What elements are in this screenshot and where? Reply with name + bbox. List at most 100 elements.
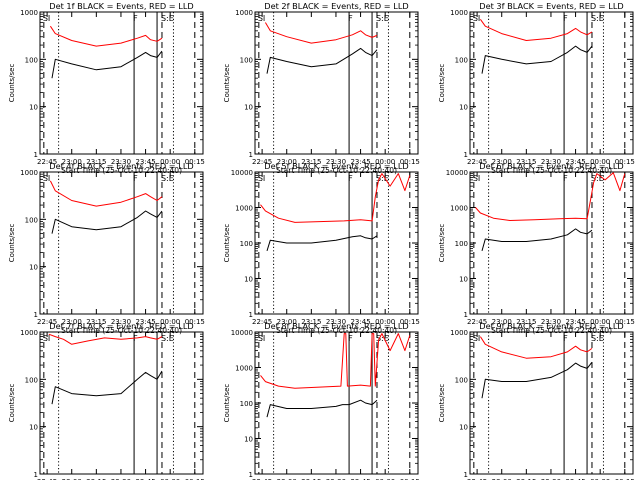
chart-4-xlabel: Start Time (25-Oct-10 22:40:40) [61, 326, 182, 335]
chart-4-xtick-label: 23:30 [111, 318, 131, 326]
chart-6-title: Det 6f BLACK = Events, RED = LLD [479, 161, 623, 171]
chart-6-series-red [475, 172, 626, 221]
chart-5-frame [254, 171, 419, 315]
chart-6-series-black [481, 228, 593, 252]
chart-8-vline-label: F [348, 334, 353, 343]
chart-7-ytick-label: 10 [29, 424, 38, 432]
chart-4-xtick-label: 23:45 [135, 318, 155, 326]
chart-9-frame [469, 331, 634, 475]
chart-7: Det 7f BLACK = Events, RED = LLD 1 10 100 10… [8, 321, 205, 480]
chart-8-vline-label: S:E [376, 334, 389, 343]
chart-6-xtick-label: 22:45 [467, 318, 487, 326]
chart-7-xtick-label: 23:45 [135, 478, 155, 480]
chart-8-xtick-label: 23:00 [277, 478, 297, 480]
chart-9: Det 9f BLACK = Events, RED = LLD 1 10 100 10… [438, 321, 635, 480]
chart-5-ytick-label: 1000 [235, 205, 253, 213]
chart-8-series-black [266, 399, 378, 418]
chart-4-ytick-label: 10 [29, 264, 38, 272]
chart-1-xtick-label: 00:15 [185, 158, 205, 166]
chart-4-ylabel: Counts/sec [8, 224, 16, 263]
chart-5-xtick-label: 00:00 [375, 318, 395, 326]
chart-2-vline-label: SI [258, 14, 265, 23]
chart-9-series-red [479, 336, 593, 359]
chart-3-xtick-label: 23:00 [492, 158, 512, 166]
chart-6-ytick-label: 1 [464, 311, 468, 319]
chart-2-series-red [264, 22, 378, 44]
chart-5-vline-label: F [348, 174, 353, 183]
chart-9-ylabel: Counts/sec [438, 384, 446, 423]
chart-2-title: Det 2f BLACK = Events, RED = LLD [264, 1, 408, 11]
chart-9-series-black [481, 361, 593, 399]
chart-3-series-red [479, 19, 593, 41]
chart-9-ytick-label: 1000 [450, 329, 468, 337]
chart-9-ytick-label: 1 [464, 471, 468, 479]
chart-4-ytick-label: 1 [34, 311, 38, 319]
chart-3-ytick-label: 100 [455, 56, 468, 64]
chart-4-vline-label: S:E [161, 174, 174, 183]
chart-9-xtick-label: 00:00 [590, 478, 610, 480]
chart-7-ytick-label: 1000 [20, 329, 38, 337]
chart-1-vline-label: SI [43, 14, 50, 23]
chart-3-xtick-label: 23:15 [516, 158, 536, 166]
chart-7-vline-label: S:E [161, 334, 174, 343]
chart-1: Det 1f BLACK = Events, RED = LLD 1 10 100 10… [8, 1, 205, 175]
chart-5-ytick-label: 100 [240, 240, 253, 248]
chart-2-ytick-label: 1 [249, 151, 253, 159]
chart-7-xtick-label: 00:00 [160, 478, 180, 480]
chart-1-xtick-label: 23:00 [62, 158, 82, 166]
chart-9-ytick-label: 100 [455, 376, 468, 384]
chart-4-vline-label: F [133, 174, 138, 183]
chart-6-ytick-label: 100 [455, 240, 468, 248]
chart-5-series-red [260, 173, 411, 223]
chart-5-ytick-label: 10000 [231, 169, 253, 177]
chart-1-series-red [49, 25, 163, 47]
chart-6-ytick-label: 10 [459, 276, 468, 284]
chart-9-xtick-label: 23:30 [541, 478, 561, 480]
chart-8-xtick-label: 23:45 [350, 478, 370, 480]
chart-2-xtick-label: 23:45 [350, 158, 370, 166]
chart-9-vline-label: F [563, 334, 568, 343]
chart-7-xtick-label: 22:45 [37, 478, 57, 480]
chart-4-ytick-label: 1000 [20, 169, 38, 177]
chart-8-ytick-label: 1 [249, 471, 253, 479]
chart-3-ytick-label: 1 [464, 151, 468, 159]
chart-7-xtick-label: 23:15 [86, 478, 106, 480]
chart-2-series-black [266, 47, 378, 74]
chart-5-xtick-label: 23:45 [350, 318, 370, 326]
chart-4-title: Det 4f BLACK = Events, RED = LLD [49, 161, 193, 171]
chart-9-xtick-label: 23:45 [565, 478, 585, 480]
chart-6-xlabel: Start Time (25-Oct-10 22:40:40) [491, 326, 612, 335]
chart-8-ylabel: Counts/sec [223, 384, 231, 423]
chart-3-xlabel: Start Time (25-Oct-10 22:40:40) [491, 166, 612, 175]
chart-1-ytick-label: 100 [25, 56, 38, 64]
chart-8-ytick-label: 1000 [235, 365, 253, 373]
chart-5-ytick-label: 10 [244, 276, 253, 284]
chart-2-frame [254, 11, 419, 155]
chart-9-ytick-label: 10 [459, 424, 468, 432]
chart-2-xtick-label: 00:15 [400, 158, 420, 166]
chart-7-ytick-label: 100 [25, 376, 38, 384]
chart-5-xtick-label: 23:00 [277, 318, 297, 326]
chart-1-xtick-label: 00:00 [160, 158, 180, 166]
chart-7-xtick-label: 23:00 [62, 478, 82, 480]
chart-7-series-red [48, 333, 163, 345]
chart-8-title: Det 8f BLACK = Events, RED = LLD [264, 321, 408, 331]
chart-6-xtick-label: 00:00 [590, 318, 610, 326]
chart-8-series-red [260, 333, 411, 389]
chart-2-xlabel: Start Time (25-Oct-10 22:40:40) [276, 166, 397, 175]
chart-3-vline-label: F [563, 14, 568, 23]
chart-7-ytick-label: 1 [34, 471, 38, 479]
chart-4-ytick-label: 100 [25, 216, 38, 224]
chart-6-vline-label: F [563, 174, 568, 183]
chart-7-vline-label: SI [43, 334, 50, 343]
chart-6-ytick-label: 1000 [450, 205, 468, 213]
chart-3-frame [469, 11, 634, 155]
chart-9-xtick-label: 22:45 [467, 478, 487, 480]
chart-8-xtick-label: 23:15 [301, 478, 321, 480]
chart-4-series-red [49, 180, 163, 207]
chart-4-xtick-label: 00:00 [160, 318, 180, 326]
chart-3-series-black [481, 45, 593, 74]
chart-3-xtick-label: 23:45 [565, 158, 585, 166]
chart-2-ylabel: Counts/sec [223, 64, 231, 103]
chart-5-xtick-label: 23:15 [301, 318, 321, 326]
